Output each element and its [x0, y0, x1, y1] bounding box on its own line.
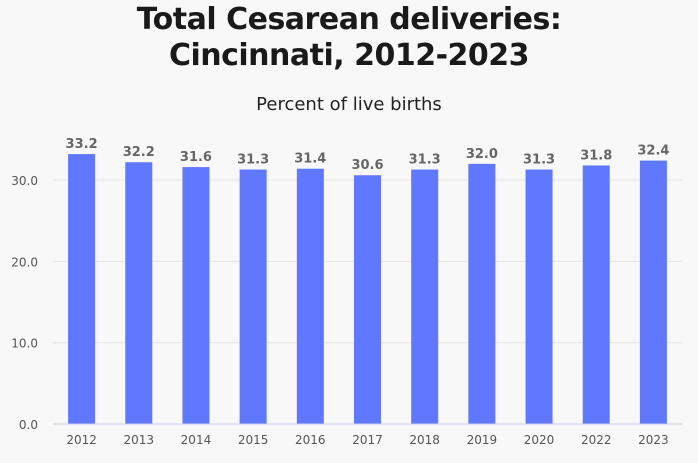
bar-2012: [68, 154, 96, 425]
data-label: 31.3: [237, 153, 269, 168]
data-label: 32.4: [637, 144, 669, 159]
x-tick-label: 2016: [295, 433, 326, 447]
data-label: 32.0: [466, 147, 498, 162]
data-label: 33.2: [66, 137, 98, 152]
bar-2020: [525, 169, 553, 424]
data-label: 31.6: [180, 150, 212, 165]
data-label: 31.3: [409, 153, 441, 168]
chart-title: Total Cesarean deliveries: Cincinnati, 2…: [0, 2, 698, 74]
data-label: 31.8: [580, 148, 612, 163]
x-tick-label: 2017: [352, 433, 383, 447]
x-tick-label: 2018: [409, 433, 440, 447]
y-tick-label: 20.0: [11, 255, 38, 269]
x-tick-label: 2015: [238, 433, 269, 447]
x-tick-label: 2020: [524, 433, 555, 447]
data-label: 32.2: [123, 145, 155, 160]
chart-title-line-2: Cincinnati, 2012-2023: [168, 38, 530, 73]
bar-2015: [239, 169, 267, 424]
data-label: 31.3: [523, 153, 555, 168]
chart-title-line-1: Total Cesarean deliveries:: [136, 2, 562, 37]
y-tick-label: 30.0: [11, 174, 38, 188]
data-label: 31.4: [294, 152, 326, 167]
x-tick-label: 2023: [638, 433, 669, 447]
bar-2019: [468, 163, 496, 424]
y-tick-label: 10.0: [11, 337, 38, 351]
bar-2013: [125, 162, 153, 425]
bar-2017: [354, 175, 381, 424]
bar-2016: [296, 168, 324, 424]
x-tick-label: 2019: [467, 433, 498, 447]
bar-2018: [411, 169, 439, 424]
data-label: 30.6: [351, 158, 383, 173]
x-tick-label: 2014: [181, 433, 212, 447]
bar-2022: [582, 165, 610, 424]
bar-2014: [182, 167, 210, 425]
bar-2023: [639, 160, 667, 424]
x-tick-label: 2012: [66, 433, 97, 447]
chart-subtitle: Percent of live births: [256, 94, 442, 115]
x-tick-label: 2022: [581, 433, 612, 447]
y-tick-label: 0.0: [19, 418, 38, 432]
x-tick-label: 2013: [123, 433, 154, 447]
